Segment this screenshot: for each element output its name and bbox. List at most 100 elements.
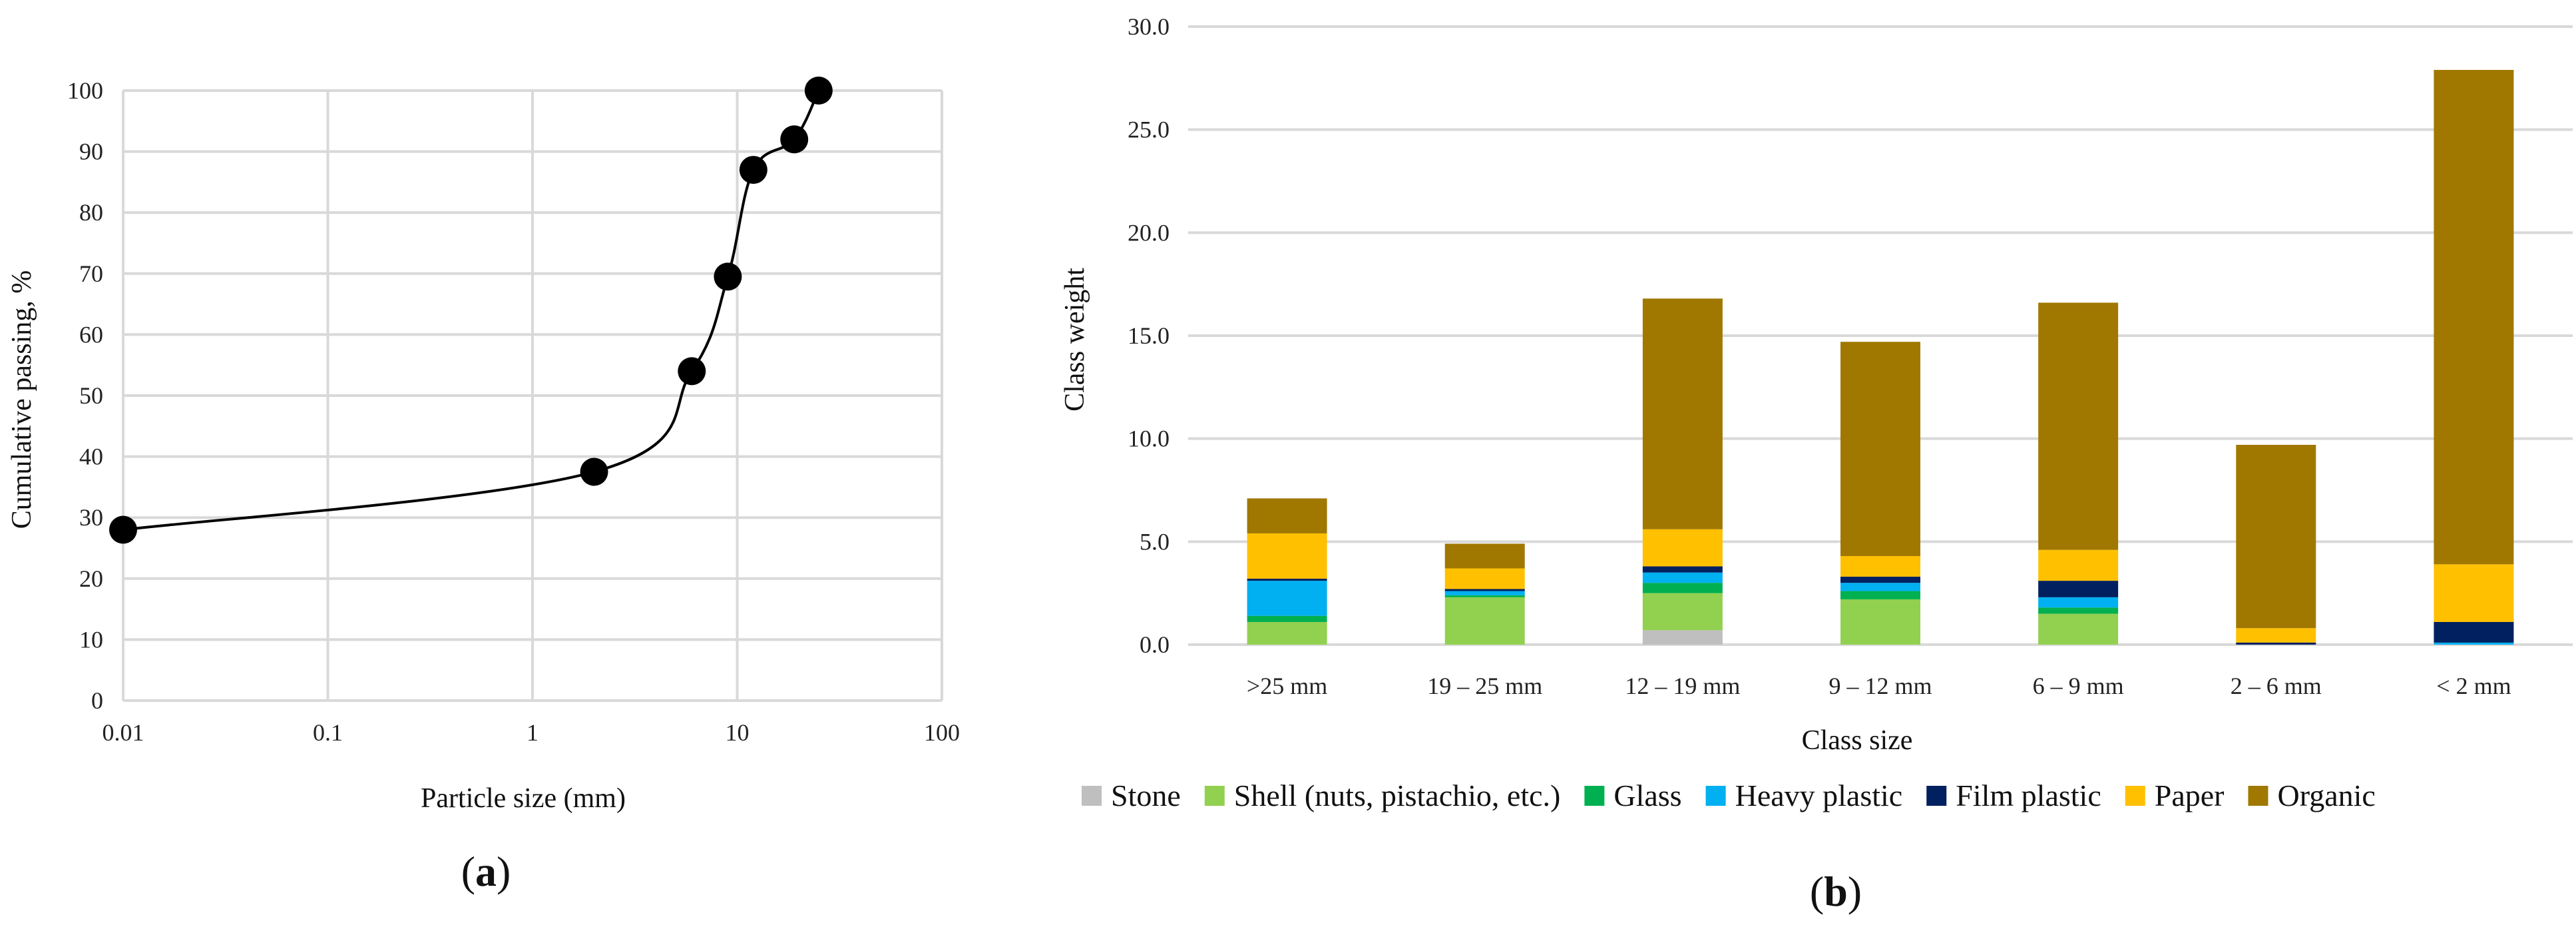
panel-b-bar-segment	[2038, 613, 2119, 645]
panel-a-x-tick-label: 1	[527, 719, 538, 746]
panel-b-bar-segment	[1247, 498, 1327, 533]
panel-b-bar-segment	[1444, 543, 1525, 569]
panel-b-bar-segment	[1642, 593, 1723, 631]
panel-a-x-tick-label: 0.01	[103, 719, 144, 746]
panel-a-y-tick-label: 10	[79, 626, 103, 653]
panel-a-y-tick-label: 70	[79, 260, 103, 287]
panel-b-bar-segment	[1840, 342, 1920, 556]
panel-b-bar-segment	[1247, 615, 1327, 622]
panel-b-letter: b	[1824, 868, 1848, 915]
panel-b-x-tick-label: 6 – 9 mm	[2033, 673, 2124, 699]
panel-b-legend-label: Glass	[1613, 778, 1681, 812]
panel-b-legend-swatch	[2125, 786, 2145, 806]
panel-b-legend-swatch	[1204, 786, 1225, 806]
panel-b-bar-segment	[1247, 581, 1327, 616]
panel-a-data-point	[804, 77, 833, 105]
panel-a-y-tick-label: 30	[79, 504, 103, 531]
panel-b-bar-segment	[1247, 621, 1327, 645]
panel-b-bar-segment	[2236, 628, 2316, 643]
panel-b-label: (b)	[1810, 868, 1862, 915]
panel-b-y-tick-label: 15.0	[1128, 322, 1170, 349]
panel-b-bar-segment	[1840, 599, 1920, 645]
panel-b-y-tick-label: 20.0	[1128, 219, 1170, 246]
panel-b-bar-segment	[2236, 444, 2316, 629]
panel-a-x-ticks: 0.01 0.1 1 10 100	[103, 719, 961, 746]
panel-b-bar-segment	[1444, 591, 1525, 595]
panel-b-x-tick-label: 9 – 12 mm	[1828, 673, 1932, 699]
panel-a-data-point	[780, 125, 809, 154]
panel-b-y-tick-label: 5.0	[1140, 528, 1170, 555]
panel-a-x-tick-label: 100	[924, 719, 960, 746]
panel-a-y-axis-title: Cumulative passing, %	[7, 270, 37, 529]
panel-b-bar-segment	[2038, 549, 2119, 581]
panel-a-y-tick-label: 0	[91, 687, 103, 714]
panel-b-legend-label: Shell (nuts, pistachio, etc.)	[1234, 778, 1561, 812]
panel-b-bar-segment	[2434, 564, 2514, 622]
panel-b-bar-segment	[1444, 589, 1525, 591]
panel-b-legend-swatch	[1584, 786, 1605, 806]
panel-a-data-point	[109, 515, 137, 544]
panel-b-bar-segment	[1444, 595, 1525, 597]
panel-b-x-ticks: >25 mm 19 – 25 mm 12 – 19 mm 9 – 12 mm 6 – 9…	[1247, 673, 2511, 699]
panel-a-grid	[122, 89, 943, 702]
panel-b-legend-swatch	[2248, 786, 2268, 806]
panel-b-bar-segment	[1642, 298, 1723, 529]
panel-b-x-tick-label: 12 – 19 mm	[1625, 673, 1740, 699]
panel-a-y-tick-label: 20	[79, 565, 103, 592]
panel-b-legend-swatch	[1926, 786, 1947, 806]
panel-b-legend-label: Organic	[2277, 778, 2375, 812]
panel-b-bar-segment	[2434, 642, 2514, 645]
panel-b-chart: 0.0 5.0 10.0 15.0 20.0 25.0 30.0 >25 mm 19 – 25…	[1060, 13, 2573, 915]
panel-a-data-point	[739, 156, 767, 184]
panel-b-bar-segment	[1642, 583, 1723, 593]
panel-a-data-point	[580, 458, 608, 486]
panel-a-x-tick-label: 0.1	[313, 719, 343, 746]
panel-b-stacked-bars	[1247, 69, 2514, 645]
panel-a-y-tick-label: 80	[79, 199, 103, 226]
panel-a-x-axis-title: Particle size (mm)	[421, 783, 626, 814]
panel-a-x-tick-label: 10	[726, 719, 750, 746]
panel-a-y-ticks: 0 10 20 30 40 50 60 70 80 90 100	[67, 77, 103, 714]
panel-b-legend-label: Stone	[1111, 778, 1181, 812]
panel-b-bar-segment	[1247, 579, 1327, 581]
panel-b-x-tick-label: >25 mm	[1247, 673, 1327, 699]
panel-b-legend-swatch	[1082, 786, 1102, 806]
panel-b-bar-segment	[1840, 576, 1920, 583]
panel-b-bar-segment	[1642, 572, 1723, 583]
panel-b-x-tick-label: 19 – 25 mm	[1427, 673, 1542, 699]
panel-b-x-tick-label: 2 – 6 mm	[2231, 673, 2322, 699]
panel-b-bar-segment	[1642, 630, 1723, 645]
panel-b-bar-segment	[2236, 642, 2316, 645]
panel-b-legend-label: Heavy plastic	[1735, 778, 1903, 812]
panel-b-y-tick-label: 10.0	[1128, 426, 1170, 452]
panel-b-bar-segment	[2038, 302, 2119, 550]
panel-b-bar-segment	[1840, 583, 1920, 591]
panel-b-bar-segment	[1444, 597, 1525, 645]
panel-b-bar-segment	[2434, 621, 2514, 643]
panel-a-y-tick-label: 90	[79, 139, 103, 165]
panel-a-y-tick-label: 50	[79, 382, 103, 409]
panel-a-data-points	[109, 77, 833, 544]
panel-b-bar-segment	[2038, 581, 2119, 597]
panel-b-y-axis-title: Class weight	[1060, 268, 1090, 412]
panel-b-x-axis-title: Class size	[1802, 725, 1913, 756]
panel-b-y-tick-label: 0.0	[1140, 631, 1170, 658]
panel-b-bar-segment	[1642, 529, 1723, 567]
panel-a-y-tick-label: 40	[79, 444, 103, 470]
panel-b-bar-segment	[1840, 555, 1920, 577]
panel-b-legend-label: Paper	[2155, 778, 2225, 812]
panel-b-bar-segment	[2038, 607, 2119, 614]
panel-a-chart: 0 10 20 30 40 50 60 70 80 90 100 0.01 0.1 1 10 100 Par…	[7, 77, 960, 895]
panel-b-x-tick-label: < 2 mm	[2436, 673, 2511, 699]
panel-a-data-point	[678, 357, 706, 386]
panel-b-y-tick-label: 30.0	[1128, 13, 1170, 40]
panel-a-label: (a)	[461, 848, 511, 895]
panel-b-bar-segment	[1247, 533, 1327, 579]
panel-b-bar-segment	[2434, 69, 2514, 565]
panel-b-legend-label: Film plastic	[1956, 778, 2101, 812]
panel-b-bar-segment	[1642, 566, 1723, 573]
panel-b-legend: Stone Shell (nuts, pistachio, etc.) Glass H…	[1082, 778, 2376, 812]
panel-b-bar-segment	[1840, 591, 1920, 599]
panel-a-smooth-curve	[122, 90, 820, 531]
